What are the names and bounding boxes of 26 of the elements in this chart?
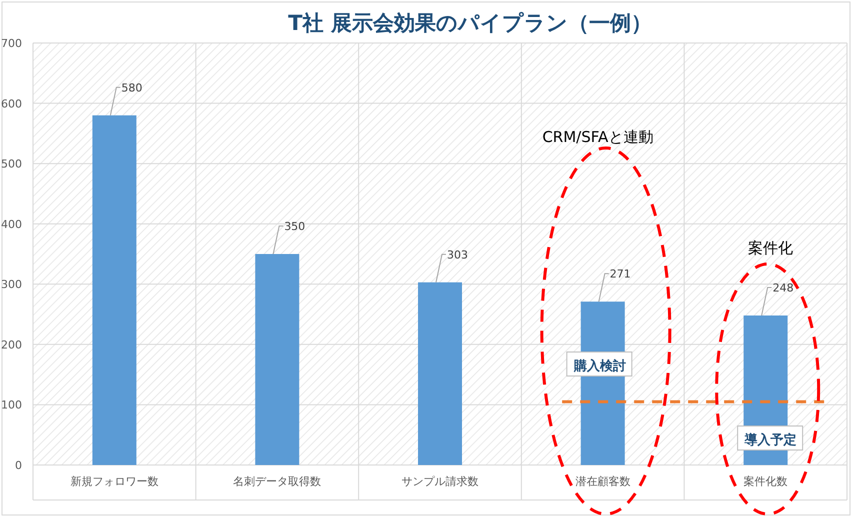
data-label: 271 [610, 268, 631, 281]
x-tick-label: 名刺データ取得数 [233, 475, 322, 488]
y-tick-label: 700 [1, 37, 22, 50]
x-tick-label: 案件化数 [744, 475, 788, 488]
x-tick-label: 潜在顧客数 [575, 475, 630, 488]
chart-title: T社 展示会効果のパイプラン（一例） [288, 11, 652, 35]
x-tick-label: サンプル請求数 [402, 475, 478, 488]
y-tick-label: 100 [1, 398, 22, 412]
bar [418, 282, 462, 465]
y-tick-label: 0 [15, 459, 22, 472]
annotation: 導入予定 [744, 432, 797, 448]
bar [255, 254, 300, 465]
data-label: 248 [772, 281, 794, 294]
y-tick-label: 300 [1, 278, 22, 292]
y-tick-label: 500 [1, 158, 22, 171]
annotation: 購入検討 [572, 358, 626, 374]
bar [92, 115, 136, 465]
y-tick-label: 400 [1, 218, 22, 231]
data-label: 303 [447, 248, 468, 262]
data-label: 350 [284, 220, 306, 233]
y-tick-label: 600 [1, 97, 22, 110]
y-tick-label: 200 [1, 338, 22, 352]
data-label: 580 [121, 81, 142, 94]
x-tick-label: 新規フォロワー数 [70, 475, 158, 488]
annotation: CRM/SFAと連動 [542, 128, 654, 146]
annotation: 案件化 [748, 239, 794, 257]
